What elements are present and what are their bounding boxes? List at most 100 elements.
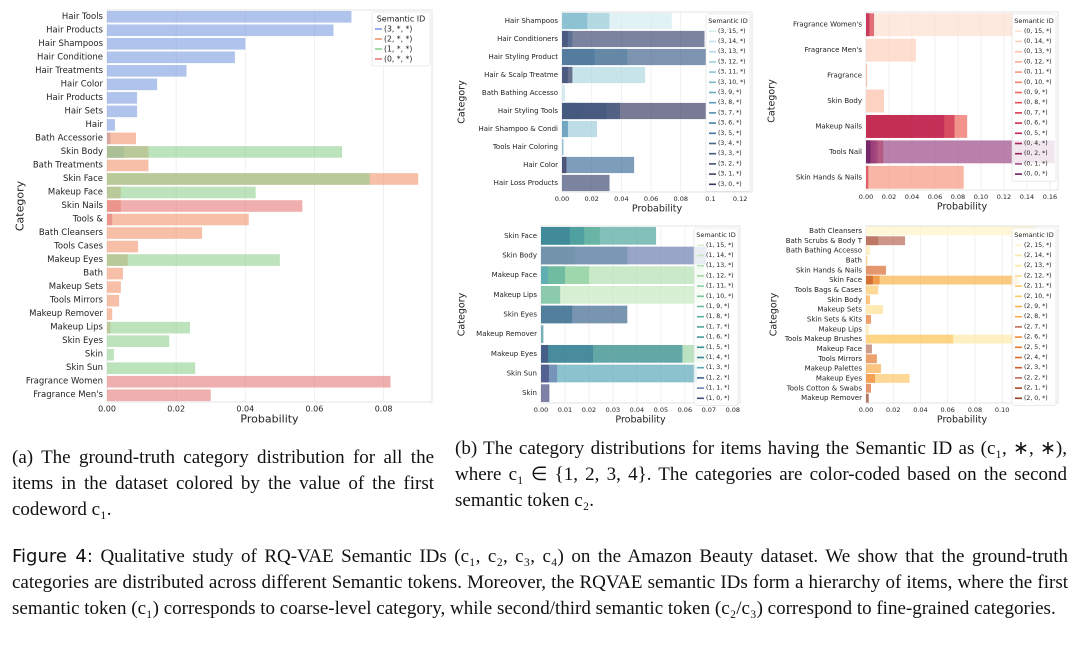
bar — [866, 236, 906, 246]
legend-label: (2, 15, *) — [1024, 242, 1052, 249]
bar — [107, 321, 190, 334]
bar — [541, 305, 628, 324]
x-tick-label: 0.12 — [733, 195, 747, 203]
y-tick-label: Hair Tools — [62, 12, 104, 22]
legend-label: (0, 11, *) — [1024, 69, 1052, 76]
legend-label: (3, 5, *) — [718, 130, 742, 137]
y-tick-label: Makeup Lips — [50, 323, 103, 333]
bar — [541, 246, 707, 265]
y-tick-label: Hair Styling Product — [488, 53, 558, 61]
legend-label: (2, 6, *) — [1024, 334, 1048, 341]
y-tick-label: Makeup Remover — [29, 309, 103, 319]
bar — [866, 373, 875, 383]
bar — [866, 324, 869, 334]
y-tick-label: Skin Body — [502, 252, 537, 260]
bar — [866, 64, 868, 88]
x-tick-label: 0.06 — [306, 405, 324, 414]
legend-label: (1, 15, *) — [706, 242, 734, 249]
figure-caption: Figure 4: Qualitative study of RQ-VAE Se… — [12, 544, 1068, 622]
legend-label: (0, *, *) — [384, 55, 412, 64]
legend-label: (3, 6, *) — [718, 120, 742, 127]
legend-box — [371, 11, 431, 67]
legend-label: (3, 8, *) — [718, 99, 742, 106]
legend-title: Semantic ID — [708, 17, 747, 25]
y-tick-label: Bath Bathing Accesso — [482, 89, 558, 97]
bar — [562, 30, 705, 48]
legend-label: (3, *, *) — [384, 25, 412, 34]
bar — [107, 92, 138, 104]
bar — [541, 364, 549, 383]
bar — [107, 37, 246, 50]
bar — [541, 226, 570, 245]
y-tick-label: Tools Cases — [53, 242, 103, 252]
y-tick-label: Makeup Remover — [476, 330, 537, 338]
y-tick-label: Makeup Eyes — [816, 374, 862, 382]
y-tick-label: Skin Face — [63, 174, 103, 184]
x-tick-label: 0.02 — [582, 406, 596, 414]
y-tick-label: Bath — [846, 256, 862, 264]
y-tick-label: Bath — [83, 269, 103, 279]
legend-title: Semantic ID — [696, 231, 735, 239]
legend-label: (2, 0, *) — [1024, 395, 1048, 402]
x-tick-label: 0.06 — [928, 193, 942, 201]
x-tick-label: 0.10 — [995, 406, 1009, 414]
legend-label: (2, 11, *) — [1024, 283, 1052, 290]
x-tick-label: 0.02 — [882, 193, 896, 201]
bar — [866, 265, 887, 275]
bar — [866, 334, 954, 344]
figure-panels: 0.00 0.02 0.04 0.06 0.08 Hair Tools Hair Produ… — [14, 9, 1059, 426]
bar — [541, 285, 561, 304]
legend-label: (2, 9, *) — [1024, 303, 1048, 310]
legend-label: (3, 0, *) — [718, 181, 742, 188]
bar — [541, 384, 550, 403]
legend-label: (1, 11, *) — [706, 283, 734, 290]
legend-label: (0, 5, *) — [1024, 130, 1048, 137]
y-tick-label: Skin Sun — [507, 370, 537, 378]
legend-label: (2, *, *) — [384, 35, 412, 44]
y-tick-label: Bath Scrubs & Body T — [786, 237, 863, 245]
bar — [866, 89, 885, 113]
x-tick-label: 0.1 — [705, 195, 715, 203]
y-tick-label: Makeup Nails — [815, 122, 862, 130]
bar — [562, 120, 598, 138]
bar — [107, 308, 113, 320]
y-tick-label: Hair Conditione — [37, 52, 103, 62]
legend-label: (0, 4, *) — [1024, 140, 1048, 147]
bar — [866, 364, 881, 374]
y-tick-label: Hair Products — [46, 25, 103, 35]
legend-label: (3, 2, *) — [718, 160, 742, 167]
x-tick-label: 0.04 — [905, 193, 919, 201]
legend-label: (3, 10, *) — [718, 79, 746, 86]
y-axis-label: Category — [769, 292, 780, 336]
bar — [866, 275, 1019, 285]
bar — [107, 267, 123, 280]
legend-label: (3, 11, *) — [718, 69, 746, 76]
bar — [866, 383, 872, 393]
bar — [107, 173, 370, 185]
y-tick-label: Tools Makeup Brushes — [784, 335, 863, 343]
legend-label: (0, 0, *) — [1024, 171, 1048, 178]
bar — [107, 24, 334, 37]
legend-label: (2, 5, *) — [1024, 344, 1048, 351]
legend-label: (2, 7, *) — [1024, 323, 1048, 330]
bar — [866, 140, 871, 164]
bar — [541, 344, 594, 363]
legend-label: (1, 4, *) — [706, 354, 730, 361]
x-axis-label: Probability — [632, 204, 683, 215]
y-tick-label: Bath Bathing Accesso — [786, 247, 862, 255]
bar — [107, 281, 121, 293]
x-tick-label: 0.08 — [968, 406, 982, 414]
y-tick-label: Hair Products — [46, 93, 103, 103]
x-tick-label: 0.00 — [859, 406, 873, 414]
x-tick-label: 0.08 — [726, 406, 740, 414]
bar — [107, 227, 203, 239]
bar — [541, 344, 549, 363]
y-tick-label: Skin Sun — [66, 363, 103, 373]
bar — [107, 348, 114, 361]
x-tick-label: 0.04 — [630, 406, 644, 414]
bar — [866, 13, 870, 37]
y-tick-label: Skin Body — [827, 97, 862, 105]
x-tick-label: 0.12 — [997, 193, 1011, 201]
legend-label: (1, 6, *) — [706, 334, 730, 341]
x-axis-label: Probability — [615, 415, 666, 426]
